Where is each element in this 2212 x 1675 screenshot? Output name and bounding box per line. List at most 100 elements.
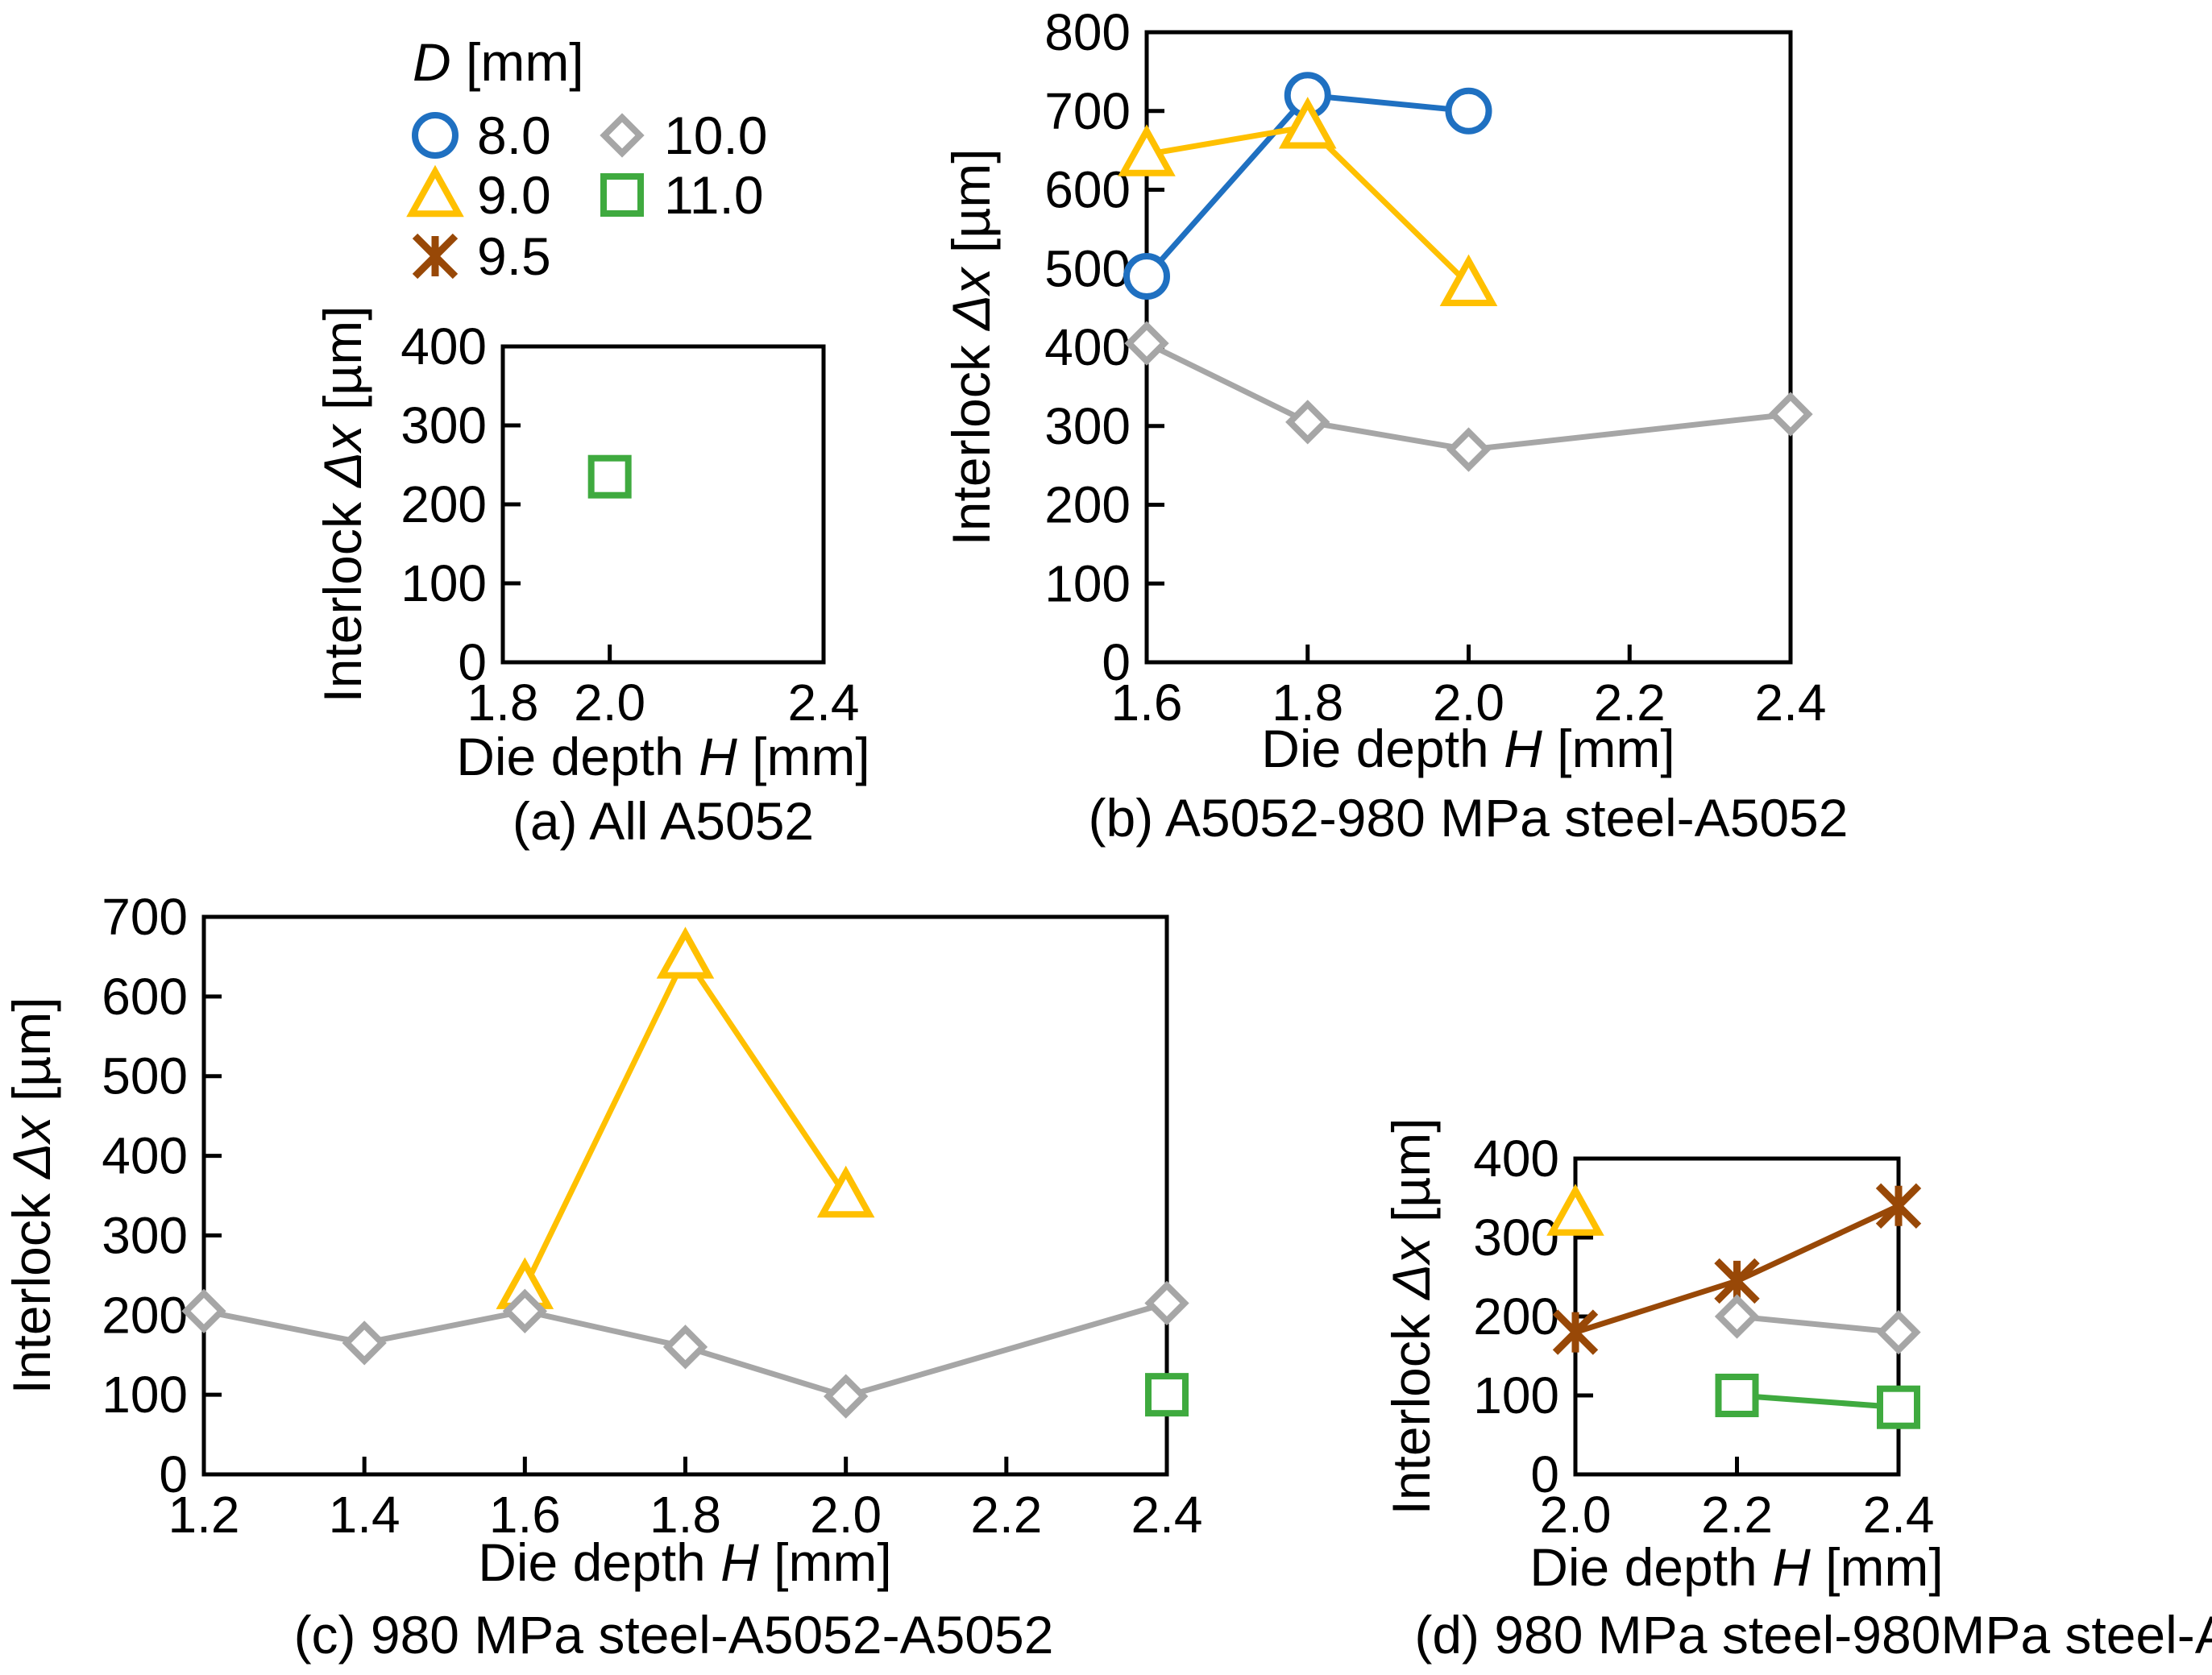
legend-triangle-marker [406,164,464,218]
data-point-9.0 [1118,124,1176,176]
y-axis-label: Interlock Δx [µm] [2,997,61,1394]
y-axis-label-unit: [µm] [313,305,372,425]
legend: D [mm] 8.09.09.5 10.011.0 [406,32,767,286]
y-axis-label-var: Δx [2,1114,61,1180]
x-axis-label-var: H [699,727,737,786]
data-point-10.0 [502,1288,547,1333]
legend-label: 11.0 [664,165,764,225]
chart-panel-c: 0 100 200 300 400 500 600 700 1.2 1.4 1.6 1.8 2.0 2.2… [2,888,1202,1665]
y-tick-label: 600 [1044,161,1131,219]
plot-frame [500,344,826,665]
y-tick-label: 200 [400,475,487,533]
y-tick-label: 0 [1530,1445,1559,1503]
data-point-10.0 [662,1325,708,1370]
x-tick-label: 2.0 [1540,1486,1612,1544]
y-tick-label: 400 [1044,318,1131,376]
legend-square-marker [600,173,644,217]
data-point-10.0 [181,1288,226,1333]
data-point-11.0 [587,454,632,499]
y-axis-label-text: Interlock [2,1179,61,1395]
x-tick-label: 2.4 [1755,674,1827,732]
y-tick-label: 400 [400,317,487,375]
y-axis-label-var: Δx [1381,1235,1441,1300]
data-point-10.0 [1768,392,1813,437]
y-tick-label: 0 [159,1445,188,1503]
x-axis-label-var: H [1772,1537,1811,1597]
y-tick-label: 400 [1473,1130,1559,1188]
data-point-9.0 [1546,1184,1604,1236]
legend-title-var: D [413,32,451,92]
y-tick-label: 300 [400,396,487,454]
data-point-10.0 [824,1374,869,1419]
data-point-10.0 [1446,427,1492,472]
data-point-9.0 [1278,97,1337,149]
y-tick-label: 500 [102,1047,188,1105]
x-tick-label: 1.6 [1111,674,1183,732]
x-axis-label-var: H [720,1532,759,1592]
data-point-11.0 [1877,1385,1920,1429]
chart-panel-a: 0 100 200 300 400 1.8 2.0 2.4 Die depth H [mm] In… [313,305,870,851]
x-axis-label-text: Die depth [1261,719,1504,778]
y-axis-label-text: Interlock [1381,1300,1441,1515]
legend-label: 8.0 [477,106,551,165]
x-tick-label: 1.2 [168,1486,240,1544]
x-axis-label-text: Die depth [456,727,699,786]
x-axis-label-unit: [mm] [1542,719,1675,778]
series-line-9.0 [1146,123,1471,287]
legend-label: 9.0 [477,165,551,225]
chart-caption: (c) 980 MPa steel-A5052-A5052 [294,1605,1054,1665]
y-axis-label-unit: [µm] [941,148,1001,267]
x-axis-label: Die depth H [mm] [1529,1537,1944,1597]
data-point-11.0 [1715,1374,1759,1417]
y-tick-label: 100 [1044,554,1131,612]
y-axis-label-text: Interlock [313,487,372,703]
x-tick-label: 2.4 [1863,1486,1935,1544]
y-axis-label: Interlock Δx [µm] [313,305,372,703]
y-axis-label-unit: [µm] [1381,1117,1441,1237]
y-tick-label: 100 [102,1366,188,1424]
x-tick-label: 1.8 [1272,674,1343,732]
x-tick-label: 2.4 [788,674,860,732]
x-axis-label-unit: [mm] [1811,1537,1944,1597]
data-point-9.0 [816,1165,875,1218]
x-axis-label-unit: [mm] [759,1532,892,1592]
series-line-11.0 [1737,1392,1899,1411]
series-line-10.0 [203,1300,1168,1399]
legend-label: 9.5 [477,226,551,286]
legend-title: D [mm] [413,32,584,92]
legend-entry-11.0: 11.0 [600,165,764,225]
y-tick-label: 400 [102,1127,188,1185]
y-tick-label: 300 [1473,1209,1559,1267]
y-axis-label: Interlock Δx [µm] [941,148,1001,545]
data-point-10.0 [1285,400,1330,445]
legend-entry-8.0: 8.0 [412,106,551,165]
legend-entry-10.0: 10.0 [600,106,767,165]
y-axis-label: Interlock Δx [µm] [1381,1117,1441,1515]
y-axis-label-var: Δx [941,266,1001,331]
y-tick-label: 700 [1044,82,1131,140]
series-line-10.0 [1737,1313,1899,1336]
x-axis-label-text: Die depth [478,1532,720,1592]
data-point-9.5 [1875,1183,1922,1229]
y-tick-label: 100 [400,554,487,612]
chart-caption: (b) A5052-980 MPa steel-A5052 [1089,788,1849,848]
x-tick-label: 1.8 [649,1486,721,1544]
y-tick-label: 0 [458,633,487,691]
x-tick-label: 1.4 [329,1486,400,1544]
y-tick-label: 200 [1473,1287,1559,1345]
y-tick-label: 300 [102,1206,188,1264]
x-axis-label-unit: [mm] [737,727,870,786]
legend-entry-9.5: 9.5 [412,226,551,286]
x-tick-label: 1.8 [467,674,539,732]
x-tick-label: 2.0 [574,674,645,732]
data-point-8.0 [1123,253,1170,301]
x-tick-label: 2.4 [1131,1486,1203,1544]
y-tick-label: 0 [1102,633,1131,691]
legend-entry-9.0: 9.0 [406,164,551,225]
series-line-10.0 [1145,340,1791,453]
y-tick-label: 300 [1044,397,1131,455]
data-point-9.0 [656,927,715,979]
y-tick-label: 700 [102,888,188,946]
